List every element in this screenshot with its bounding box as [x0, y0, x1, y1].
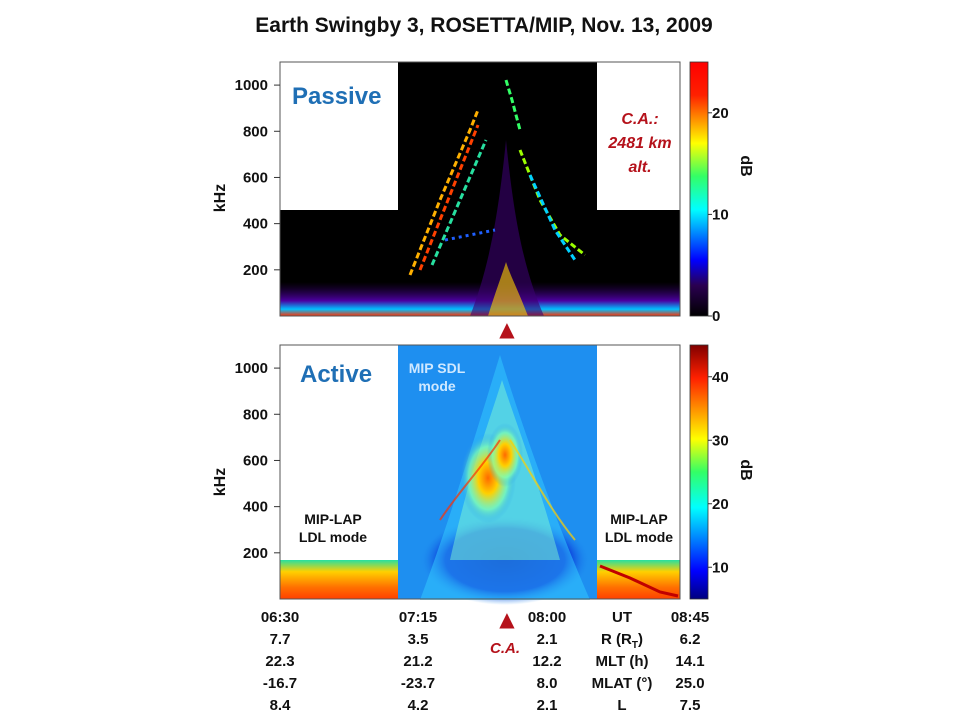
- active-cbar-tick-label: 40: [712, 369, 729, 386]
- passive-cbar-tick-label: 10: [712, 206, 729, 223]
- orbit-param-value: 3.5: [408, 631, 429, 648]
- active-streak-left: [439, 439, 501, 521]
- orbit-param-value: 21.2: [403, 653, 432, 670]
- orbit-param-value: 2.1: [537, 631, 558, 648]
- time-columns: 06:30 7.7 22.3 -16.7 8.4 07:15 3.5 21.2 -23.7 4.2…: [261, 609, 709, 714]
- row-label-mlt: MLT (h): [595, 653, 648, 670]
- time-axis-ca-marker: ▲: [499, 607, 515, 631]
- active-streak-right: [509, 439, 576, 541]
- orbit-param-value: 22.3: [265, 653, 294, 670]
- passive-y-axis: 1000 800 600 400 200: [235, 77, 280, 279]
- active-cbar-tick-label: 20: [712, 496, 729, 513]
- time-tick-label: 06:30: [261, 609, 299, 626]
- active-cbar-tick-label: 10: [712, 559, 729, 576]
- orbit-param-value: 7.5: [680, 697, 701, 714]
- orbit-param-value: 6.2: [680, 631, 701, 648]
- passive-colorbar-ticks: 20 10 0: [708, 105, 729, 325]
- active-right-ldl-streak: [599, 564, 679, 598]
- passive-ytick-label: 600: [243, 169, 268, 186]
- passive-cbar-tick-label: 20: [712, 105, 729, 122]
- active-left-ldl-band: [280, 560, 398, 599]
- active-ytick-label: 200: [243, 545, 268, 562]
- passive-ytick-label: 200: [243, 262, 268, 279]
- passive-streaks: [408, 79, 586, 276]
- time-tick-label: 08:45: [671, 609, 709, 626]
- ca-annotation-line-1: C.A.:: [621, 111, 658, 128]
- passive-ca-marker: ▲: [499, 317, 515, 341]
- passive-ca-annotation: C.A.: 2481 km alt.: [607, 111, 671, 176]
- active-ytick-label: 800: [243, 406, 268, 423]
- active-ytick-label: 1000: [235, 360, 268, 377]
- passive-center-core: [488, 262, 528, 316]
- active-frame-outline: [279, 344, 681, 600]
- active-y-label: kHz: [212, 468, 229, 496]
- passive-colorbar: [689, 61, 709, 317]
- passive-panel: Passive C.A.: 2481 km alt. 1000 800 600 400…: [212, 61, 754, 341]
- time-axis-table: 06:30 7.7 22.3 -16.7 8.4 07:15 3.5 21.2 -23.7 4.2…: [261, 607, 709, 714]
- passive-center-emission: [470, 140, 544, 316]
- orbit-param-value: 8.0: [537, 675, 558, 692]
- active-cbar-tick-label: 30: [712, 432, 729, 449]
- active-colorbar-ticks: 40 30 20 10: [708, 369, 729, 576]
- orbit-param-value: 12.2: [532, 653, 561, 670]
- active-y-axis: 1000 800 600 400 200: [235, 360, 280, 562]
- row-label-l: L: [617, 697, 626, 714]
- ldl-left-line-1: MIP-LAP: [304, 511, 362, 527]
- active-label: Active: [300, 361, 372, 388]
- passive-ytick-label: 400: [243, 216, 268, 233]
- passive-colorbar-label: dB: [737, 155, 754, 176]
- sdl-mode-line-2: mode: [418, 378, 456, 394]
- active-sdl-mode-label: MIP SDL mode: [409, 360, 466, 394]
- passive-y-label: kHz: [212, 184, 229, 212]
- orbit-param-value: 7.7: [270, 631, 291, 648]
- passive-ytick-label: 1000: [235, 77, 268, 94]
- active-ldl-left-label: MIP-LAP LDL mode: [299, 511, 367, 545]
- active-ytick-label: 600: [243, 452, 268, 469]
- active-colorbar: [689, 344, 709, 600]
- chart-title: Earth Swingby 3, ROSETTA/MIP, Nov. 13, 2…: [255, 14, 712, 37]
- active-glow-peak: [487, 423, 523, 487]
- ldl-left-line-2: LDL mode: [299, 529, 367, 545]
- passive-label: Passive: [292, 83, 381, 110]
- ut-label: UT: [612, 609, 632, 626]
- time-tick-label: 08:00: [528, 609, 566, 626]
- active-panel: Active MIP SDL mode MIP-LAP LDL mode MIP…: [212, 344, 754, 605]
- orbit-param-value: 2.1: [537, 697, 558, 714]
- passive-frame-outline: [279, 61, 681, 317]
- row-label-r: R (RT): [601, 631, 643, 651]
- orbit-param-value: 14.1: [675, 653, 704, 670]
- ldl-right-line-2: LDL mode: [605, 529, 673, 545]
- active-ytick-label: 400: [243, 499, 268, 516]
- ca-label: C.A.: [490, 640, 520, 657]
- passive-ytick-label: 800: [243, 123, 268, 140]
- ldl-right-line-1: MIP-LAP: [610, 511, 668, 527]
- orbit-param-value: 8.4: [270, 697, 292, 714]
- ca-annotation-line-3: alt.: [628, 159, 651, 176]
- active-ldl-right-label: MIP-LAP LDL mode: [605, 511, 673, 545]
- row-label-mlat: MLAT (°): [592, 675, 653, 692]
- time-tick-label: 07:15: [399, 609, 437, 626]
- ca-annotation-line-2: 2481 km: [607, 135, 671, 152]
- sdl-mode-line-1: MIP SDL: [409, 360, 466, 376]
- passive-cbar-tick-label: 0: [712, 308, 720, 325]
- orbit-param-value: -16.7: [263, 675, 297, 692]
- orbit-param-value: 4.2: [408, 697, 429, 714]
- active-colorbar-label: dB: [737, 459, 754, 480]
- orbit-param-value: 25.0: [675, 675, 704, 692]
- orbit-param-value: -23.7: [401, 675, 435, 692]
